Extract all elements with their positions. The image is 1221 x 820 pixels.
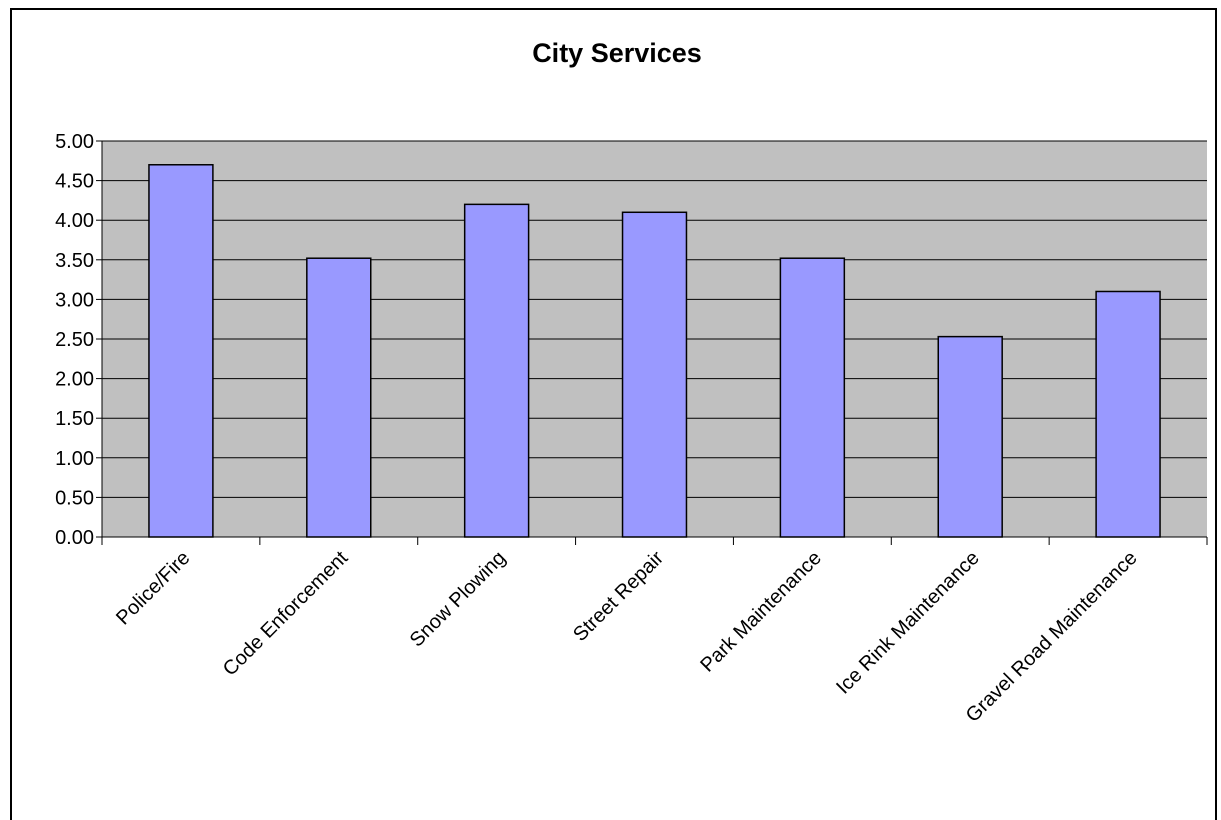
y-tick-label: 1.00 (55, 448, 94, 470)
y-tick-label: 1.50 (55, 408, 94, 430)
x-tick-label: Police/Fire (112, 547, 194, 629)
bar-police-fire (148, 164, 214, 538)
bar-street-repair (621, 211, 688, 538)
x-tick-label: Snow Plowing (406, 547, 510, 651)
y-tick-labels: 0.00 0.50 1.00 1.50 2.00 2.50 3.00 3.50 4.00 4.50… (55, 131, 94, 549)
bars (148, 164, 1161, 538)
y-tick-label: 4.50 (55, 171, 94, 193)
bar-park-maintenance (779, 257, 846, 538)
bar-gravel-road-maintenance (1095, 290, 1161, 538)
bar-snow-plowing (463, 203, 530, 538)
x-tick-label: Code Enforcement (219, 547, 353, 681)
axes (96, 140, 1208, 545)
y-tick-label: 2.50 (55, 329, 94, 351)
chart-frame (10, 8, 1217, 820)
y-tick-label: 3.50 (55, 250, 94, 272)
y-tick-label: 3.00 (55, 289, 94, 311)
y-tick-label: 4.00 (55, 210, 94, 232)
x-tick-label: Park Maintenance (696, 547, 826, 677)
bar-ice-rink-maintenance (937, 335, 1003, 538)
chart-title: City Services (532, 38, 702, 68)
x-tick-label: Gravel Road Maintenance (962, 547, 1142, 727)
bar-code-enforcement (306, 257, 372, 538)
y-tick-label: 2.00 (55, 369, 94, 391)
y-tick-label: 5.00 (55, 131, 94, 153)
x-tick-label: Street Repair (569, 547, 668, 646)
x-tick-labels: Police/Fire Code Enforcement Snow Plowing S… (112, 547, 1142, 727)
y-tick-label: 0.50 (55, 487, 94, 509)
y-tick-label: 0.00 (55, 527, 94, 549)
x-tick-label: Ice Rink Maintenance (832, 547, 984, 699)
